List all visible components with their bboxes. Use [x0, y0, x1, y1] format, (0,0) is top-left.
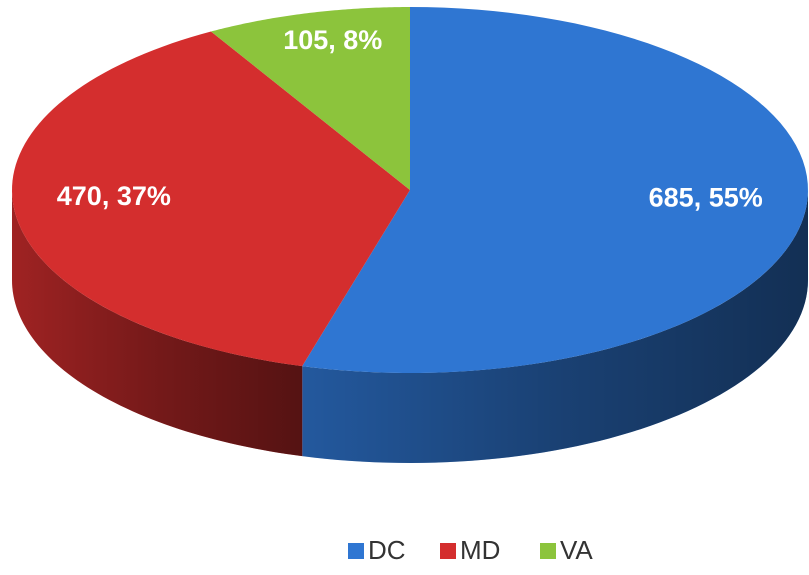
data-label: 685, 55%	[649, 183, 763, 213]
legend-label: DC	[368, 535, 406, 565]
legend-label: VA	[560, 535, 593, 565]
legend-swatch	[440, 543, 456, 559]
slice	[211, 7, 410, 190]
legend-swatch	[348, 543, 364, 559]
slice-side-shade	[302, 190, 808, 463]
data-label: 105, 8%	[283, 25, 382, 55]
slice-side-shade	[12, 190, 303, 457]
legend-swatch	[540, 543, 556, 559]
legend-label: MD	[460, 535, 500, 565]
data-label: 470, 37%	[57, 181, 171, 211]
slice	[302, 7, 808, 373]
slice	[12, 31, 410, 367]
